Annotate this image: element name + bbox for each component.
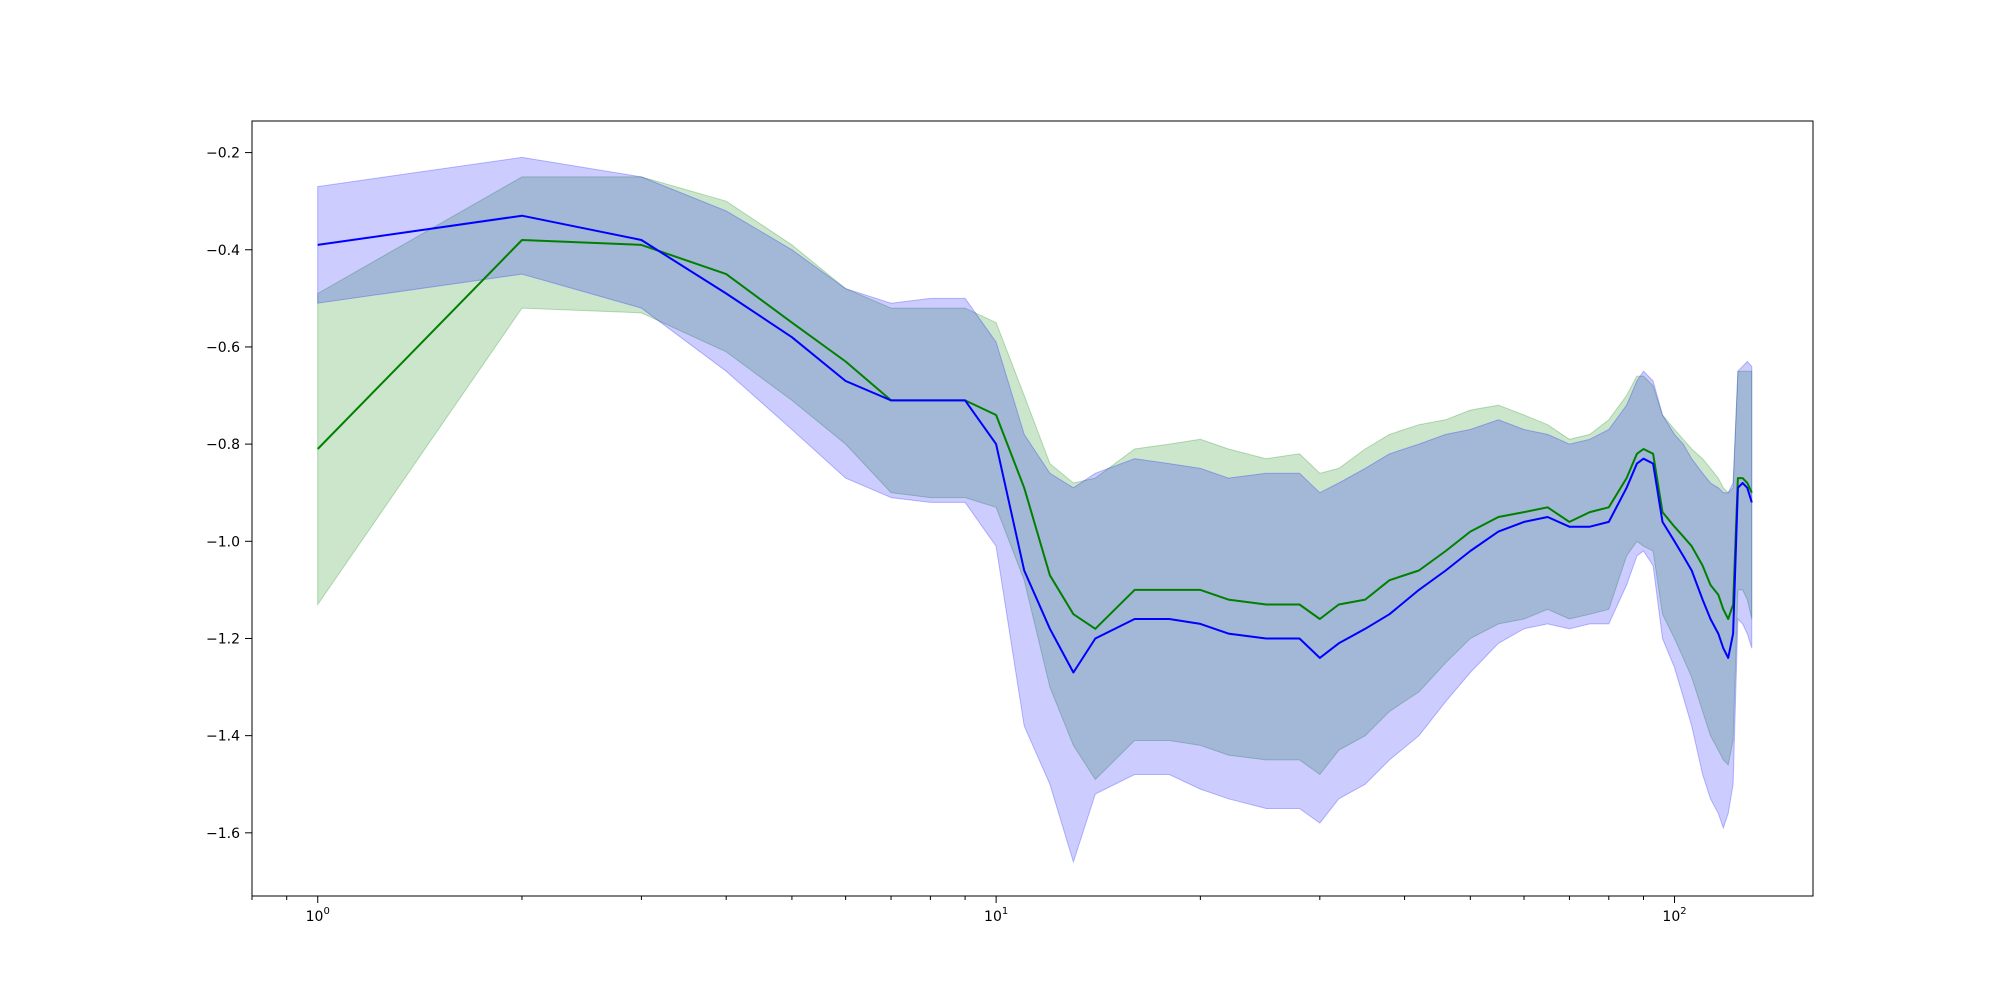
x-tick-label: 101 xyxy=(984,906,1008,925)
y-tick-label: −0.4 xyxy=(206,243,240,259)
confidence-bands xyxy=(317,156,1753,864)
y-tick-label: −0.2 xyxy=(206,146,240,162)
y-tick-label: −1.2 xyxy=(206,631,240,647)
x-tick-label: 102 xyxy=(1662,906,1686,925)
y-tick-label: −1.6 xyxy=(206,826,240,842)
x-axis: 100 101 102 xyxy=(251,896,1687,925)
series-lines xyxy=(316,214,1753,674)
y-axis: −0.2 −0.4 −0.6 −0.8 −1.0 −1.2 −1.4 −1.6 xyxy=(206,146,252,842)
y-tick-label: −0.6 xyxy=(206,340,240,356)
plot-frame xyxy=(251,120,1814,897)
y-tick-label: −1.0 xyxy=(206,534,240,550)
series-line-2 xyxy=(317,214,1753,674)
confidence-band-2 xyxy=(317,156,1753,864)
series-line-1 xyxy=(316,239,1753,630)
confidence-band-1 xyxy=(317,176,1753,781)
y-tick-label: −0.8 xyxy=(206,437,240,453)
y-tick-label: −1.4 xyxy=(206,729,240,745)
x-tick-label: 100 xyxy=(306,906,330,925)
